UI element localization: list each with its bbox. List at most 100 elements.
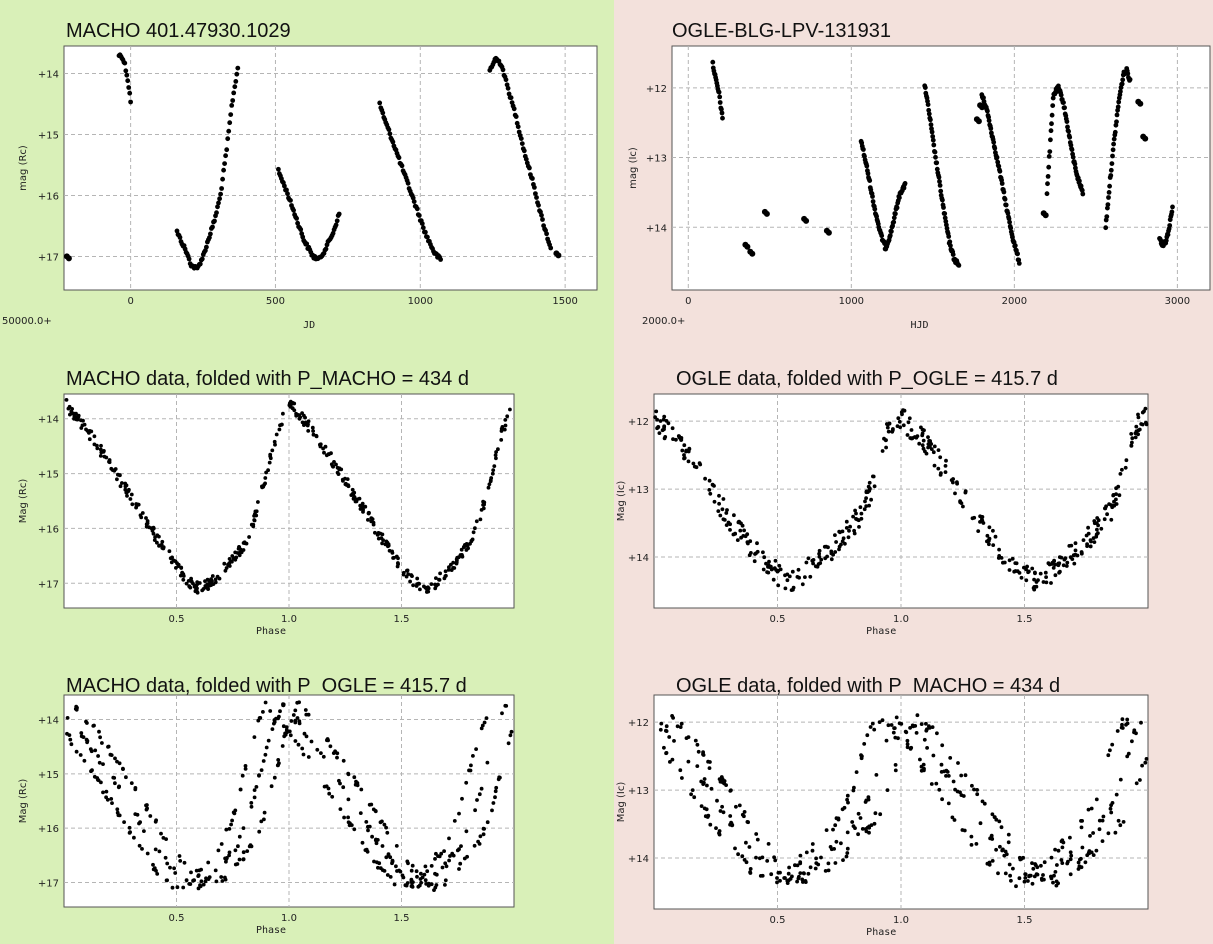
data-point bbox=[944, 458, 948, 463]
data-point bbox=[990, 812, 995, 817]
data-point bbox=[951, 779, 956, 784]
data-point bbox=[1068, 857, 1073, 862]
data-point bbox=[933, 154, 938, 160]
data-point bbox=[170, 885, 175, 890]
data-point bbox=[223, 153, 229, 159]
data-point bbox=[276, 758, 281, 762]
data-point bbox=[425, 869, 430, 874]
data-point bbox=[457, 811, 461, 816]
data-point bbox=[327, 791, 332, 796]
data-point bbox=[423, 229, 428, 235]
data-point bbox=[939, 762, 944, 767]
data-point bbox=[840, 539, 845, 544]
data-point bbox=[434, 576, 438, 580]
data-point bbox=[269, 784, 274, 789]
data-point bbox=[867, 178, 873, 184]
data-point bbox=[479, 786, 484, 791]
data-point bbox=[66, 406, 71, 411]
data-point bbox=[867, 487, 872, 492]
data-point bbox=[660, 428, 665, 433]
data-point bbox=[1138, 778, 1142, 782]
data-point bbox=[236, 546, 241, 551]
data-point bbox=[409, 573, 414, 577]
data-point bbox=[1125, 71, 1131, 76]
data-point bbox=[464, 829, 469, 834]
data-point bbox=[417, 883, 422, 888]
data-point bbox=[1039, 876, 1044, 881]
data-point bbox=[462, 545, 466, 549]
data-point bbox=[767, 559, 771, 564]
data-point bbox=[1094, 532, 1099, 537]
data-point bbox=[1118, 823, 1123, 828]
data-point bbox=[1118, 777, 1123, 782]
data-point bbox=[905, 745, 910, 750]
data-point bbox=[124, 490, 129, 495]
data-point bbox=[937, 183, 943, 188]
y-tick-label: +15 bbox=[38, 470, 59, 481]
data-point bbox=[1045, 174, 1051, 179]
data-point bbox=[124, 72, 130, 78]
data-point bbox=[838, 530, 842, 535]
data-point bbox=[433, 582, 437, 587]
data-point bbox=[865, 825, 870, 830]
data-point bbox=[1023, 876, 1028, 880]
data-point bbox=[903, 729, 908, 734]
data-point bbox=[487, 482, 492, 487]
data-point bbox=[720, 777, 725, 781]
x-offset-label: 2000.0+ bbox=[642, 316, 685, 327]
data-point bbox=[101, 762, 105, 766]
data-point bbox=[425, 234, 430, 240]
data-point bbox=[420, 875, 425, 880]
data-point bbox=[179, 566, 184, 570]
y-tick-label: +17 bbox=[38, 879, 59, 890]
data-point bbox=[464, 542, 469, 546]
data-point bbox=[851, 514, 855, 519]
data-point bbox=[936, 174, 942, 180]
data-point bbox=[771, 577, 776, 582]
data-point bbox=[469, 539, 474, 544]
data-point bbox=[1069, 543, 1074, 548]
data-point bbox=[719, 106, 724, 112]
data-point bbox=[454, 561, 459, 566]
data-point bbox=[128, 497, 133, 501]
data-point bbox=[822, 544, 827, 549]
data-point bbox=[238, 787, 243, 792]
data-point bbox=[787, 574, 792, 579]
data-point bbox=[893, 763, 898, 767]
data-point bbox=[384, 825, 388, 830]
data-point bbox=[125, 494, 129, 498]
data-point bbox=[859, 753, 863, 757]
data-point bbox=[831, 552, 835, 557]
data-point bbox=[503, 77, 509, 83]
data-point bbox=[481, 506, 486, 511]
data-point bbox=[1012, 243, 1018, 249]
data-point bbox=[909, 436, 914, 441]
x-tick-label: 0.5 bbox=[770, 915, 786, 926]
data-point bbox=[735, 538, 740, 542]
data-point bbox=[382, 869, 387, 873]
data-point bbox=[1114, 119, 1119, 125]
data-point bbox=[1139, 720, 1143, 725]
data-point bbox=[474, 519, 479, 524]
data-point bbox=[816, 562, 821, 566]
data-point bbox=[301, 752, 306, 757]
data-point bbox=[217, 196, 223, 202]
data-point bbox=[74, 704, 79, 709]
data-point bbox=[718, 513, 723, 518]
data-point bbox=[1022, 565, 1026, 570]
data-point bbox=[409, 879, 414, 884]
data-point bbox=[1009, 878, 1013, 883]
data-point bbox=[233, 848, 238, 853]
data-point bbox=[987, 536, 992, 541]
data-point bbox=[223, 856, 228, 861]
data-point bbox=[1044, 580, 1049, 585]
data-point bbox=[214, 210, 219, 216]
data-point bbox=[504, 704, 509, 708]
data-point bbox=[261, 759, 266, 763]
data-point bbox=[1002, 853, 1007, 858]
data-point bbox=[211, 582, 216, 586]
data-point bbox=[1079, 819, 1083, 823]
data-point bbox=[104, 789, 109, 794]
data-point bbox=[365, 849, 370, 854]
data-point bbox=[721, 810, 726, 815]
